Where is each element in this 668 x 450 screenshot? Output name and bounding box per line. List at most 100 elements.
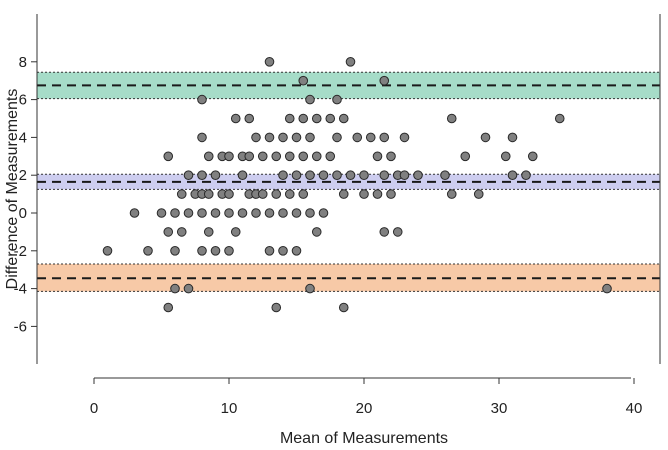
data-point (399, 132, 410, 143)
data-point (264, 208, 275, 218)
data-point (386, 151, 396, 162)
data-point (527, 151, 538, 162)
data-point (197, 132, 207, 143)
data-point (284, 189, 295, 199)
data-point (163, 151, 174, 162)
x-axis-title: Mean of Measurements (280, 430, 448, 447)
data-point (460, 151, 471, 162)
data-point (237, 170, 248, 180)
y-tick-label: -6 (14, 318, 27, 335)
data-point (102, 246, 113, 256)
data-point (271, 151, 282, 162)
data-point (278, 170, 288, 180)
x-tick-label: 0 (90, 400, 98, 417)
data-point (379, 170, 390, 180)
data-point (379, 75, 390, 86)
data-point (129, 208, 140, 218)
data-point (480, 132, 491, 143)
data-point (325, 151, 336, 162)
data-point (311, 113, 322, 124)
data-point (176, 189, 187, 199)
data-point (224, 189, 234, 199)
data-point (271, 302, 282, 313)
y-tick-label: 8 (19, 54, 27, 71)
data-point (203, 189, 214, 199)
x-axis-ticks: 0 10 20 30 40 (90, 378, 642, 417)
data-point (271, 189, 282, 199)
data-point (197, 170, 207, 180)
data-point (365, 132, 376, 143)
data-point (251, 208, 261, 218)
data-point (392, 227, 403, 237)
x-tick-label: 30 (491, 400, 508, 417)
data-point (446, 189, 457, 199)
axes (36, 14, 661, 379)
data-point (224, 151, 234, 162)
data-point (318, 170, 329, 180)
data-point (210, 208, 221, 218)
data-point (345, 57, 356, 67)
data-point (264, 132, 275, 143)
data-point (359, 189, 369, 199)
y-axis-ticks: -6 -4 -2 0 2 4 6 8 (14, 54, 37, 335)
data-point (521, 170, 531, 180)
data-point (264, 246, 275, 256)
ci-band-1 (37, 174, 660, 190)
data-point (291, 246, 302, 256)
data-point (244, 151, 255, 162)
data-point (305, 208, 315, 218)
data-point (264, 57, 275, 67)
y-tick-label: -2 (14, 243, 27, 260)
data-point (291, 170, 302, 180)
data-point (224, 246, 234, 256)
data-point (372, 151, 383, 162)
data-point (298, 189, 309, 199)
data-point (602, 283, 612, 294)
data-point (413, 170, 423, 180)
data-point (183, 170, 194, 180)
agreement-bands (37, 71, 660, 292)
data-point (203, 227, 214, 237)
data-point (163, 302, 174, 313)
data-point (203, 151, 214, 162)
data-point (332, 94, 342, 105)
data-point (163, 227, 174, 237)
data-point (318, 208, 329, 218)
data-point (278, 132, 288, 143)
data-point (386, 189, 396, 199)
data-point (554, 113, 565, 124)
data-point (305, 170, 315, 180)
data-point (291, 132, 302, 143)
data-point (143, 246, 153, 256)
data-point (507, 170, 518, 180)
data-point (170, 246, 180, 256)
data-point (352, 132, 363, 143)
x-tick-label: 20 (356, 400, 373, 417)
data-point (210, 170, 221, 180)
data-point (284, 151, 295, 162)
ci-band-2 (37, 264, 660, 292)
y-axis-title: Difference of Measurements (4, 89, 21, 290)
data-point (345, 170, 356, 180)
data-point (298, 113, 309, 124)
data-points (102, 57, 612, 313)
data-point (338, 113, 349, 124)
data-point (224, 208, 234, 218)
data-point (197, 246, 207, 256)
data-point (305, 94, 315, 105)
data-point (257, 189, 268, 199)
data-point (197, 208, 207, 218)
data-point (170, 283, 180, 294)
data-point (251, 132, 261, 143)
data-point (244, 113, 255, 124)
y-tick-label: 6 (19, 92, 27, 109)
data-point (372, 189, 383, 199)
data-point (278, 208, 288, 218)
data-point (284, 113, 295, 124)
data-point (446, 113, 457, 124)
data-point (298, 75, 309, 86)
data-point (500, 151, 511, 162)
data-point (197, 94, 207, 105)
data-point (399, 170, 410, 180)
data-point (230, 113, 241, 124)
